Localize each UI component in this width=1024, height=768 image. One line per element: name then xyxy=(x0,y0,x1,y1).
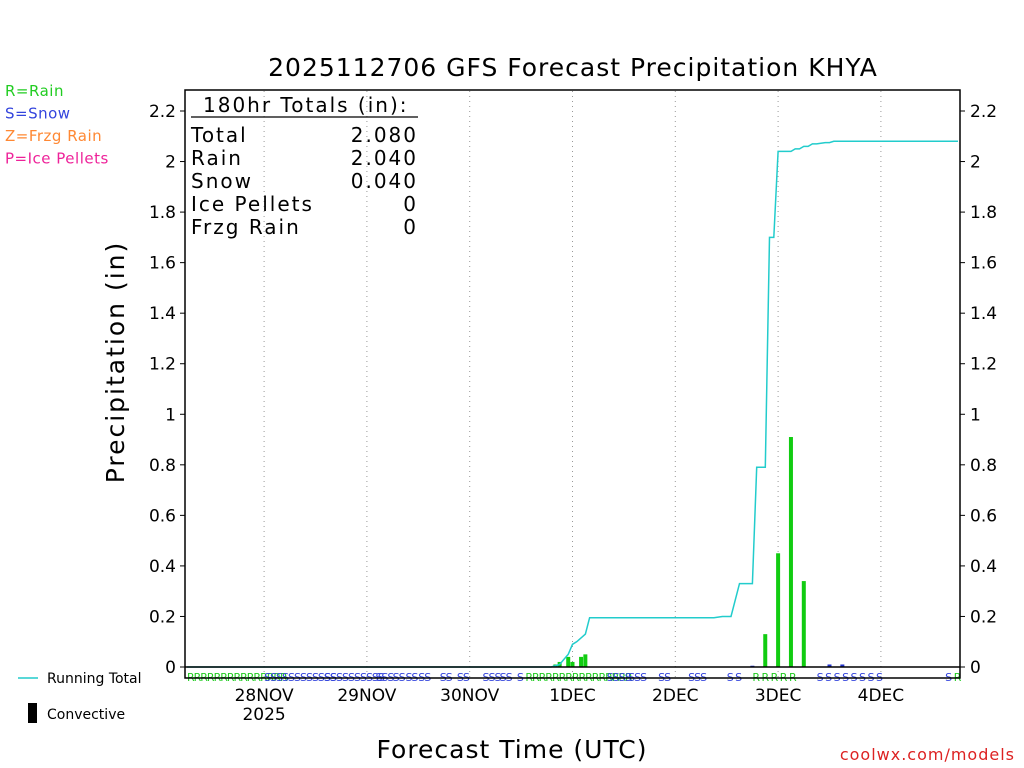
y-tick-label-right: 1.4 xyxy=(970,304,997,324)
precip-type-legend: R=Rain S=Snow Z=Frzg Rain P=Ice Pellets xyxy=(5,82,109,168)
y-tick-label-right: 0.6 xyxy=(970,506,997,526)
type-legend-item: S=Snow xyxy=(5,105,71,123)
x-tick-sublabel: 2025 xyxy=(242,705,285,725)
y-tick-label-left: 1.2 xyxy=(149,355,176,375)
x-tick-label: 29NOV xyxy=(337,686,396,706)
precip-bar xyxy=(788,437,793,667)
totals-row-label: Snow xyxy=(191,169,253,193)
totals-row-value: 0 xyxy=(403,215,418,239)
y-tick-label-right: 1.8 xyxy=(970,203,997,223)
y-tick-label-right: 1.2 xyxy=(970,355,997,375)
y-tick-label-left: 0.2 xyxy=(149,607,176,627)
running-total-line xyxy=(187,140,958,668)
totals-row-value: 0 xyxy=(403,192,418,216)
y-tick-label-right: 0.2 xyxy=(970,607,997,627)
totals-heading: 180hr Totals (in): xyxy=(203,93,409,117)
totals-box: 180hr Totals (in): Total 2.080 Rain 2.040 Sn… xyxy=(190,93,418,239)
y-tick-label-right: 1 xyxy=(970,405,981,425)
precip-bar xyxy=(566,656,571,667)
x-tick-label: 3DEC xyxy=(755,686,802,706)
y-axis-label: Precipitation (in) xyxy=(101,241,130,484)
y-tick-label-right: 1.6 xyxy=(970,254,997,274)
y-tick-label-left: 0.4 xyxy=(149,557,176,577)
x-tick-label: 4DEC xyxy=(858,686,905,706)
chart-title: 2025112706 GFS Forecast Precipitation KH… xyxy=(268,53,878,82)
type-legend-item: R=Rain xyxy=(5,82,64,100)
y-tick-label-right: 0.8 xyxy=(970,456,997,476)
y-tick-label-left: 1.4 xyxy=(149,304,176,324)
precip-bars xyxy=(553,437,845,667)
x-tick-label: 1DEC xyxy=(549,686,596,706)
totals-row-value: 0.040 xyxy=(351,169,418,193)
totals-row-value: 2.040 xyxy=(351,146,418,170)
precip-bar xyxy=(579,656,584,667)
totals-row-label: Total xyxy=(190,123,248,147)
type-legend-item: Z=Frzg Rain xyxy=(5,127,102,145)
plot-frame xyxy=(184,89,961,679)
y-tick-label-right: 2 xyxy=(970,153,981,173)
x-tick-label: 2DEC xyxy=(652,686,699,706)
y-tick-label-left: 1.6 xyxy=(149,254,176,274)
precip-bar xyxy=(840,664,845,667)
y-tick-label-left: 1 xyxy=(165,405,176,425)
credit-text: coolwx.com/models xyxy=(840,745,1015,764)
precip-bar xyxy=(763,634,768,667)
x-tick-label: 28NOV xyxy=(235,686,294,706)
y-tick-label-left: 0 xyxy=(165,658,176,678)
totals-row-label: Rain xyxy=(191,146,243,170)
totals-row-label: Frzg Rain xyxy=(191,215,301,239)
y-tick-label-left: 0.6 xyxy=(149,506,176,526)
y-tick-label-left: 2 xyxy=(165,153,176,173)
precip-bar xyxy=(570,661,575,667)
precip-bar xyxy=(801,581,806,667)
x-tick-label: 30NOV xyxy=(440,686,499,706)
y-axis-ticks: 0 00.2 0.20.4 0.40.6 0.60.8 0.81 11.2 1.21.4 1.4… xyxy=(149,102,997,678)
y-tick-label-left: 1.8 xyxy=(149,203,176,223)
y-tick-label-right: 2.2 xyxy=(970,102,997,122)
x-axis-label: Forecast Time (UTC) xyxy=(377,735,648,764)
y-tick-label-left: 2.2 xyxy=(149,102,176,122)
convective-legend-label: Convective xyxy=(47,707,125,723)
totals-row-label: Ice Pellets xyxy=(191,192,314,216)
y-tick-label-right: 0.4 xyxy=(970,557,997,577)
totals-row-value: 2.080 xyxy=(351,123,418,147)
y-tick-label-right: 0 xyxy=(970,658,981,678)
precip-bar xyxy=(827,664,832,667)
y-tick-label-left: 0.8 xyxy=(149,456,176,476)
type-legend-item: P=Ice Pellets xyxy=(5,150,109,168)
precip-bar xyxy=(776,553,781,667)
convective-legend-swatch xyxy=(28,703,37,723)
precip-bar xyxy=(583,654,588,667)
running-total-legend-label: Running Total xyxy=(47,671,142,687)
